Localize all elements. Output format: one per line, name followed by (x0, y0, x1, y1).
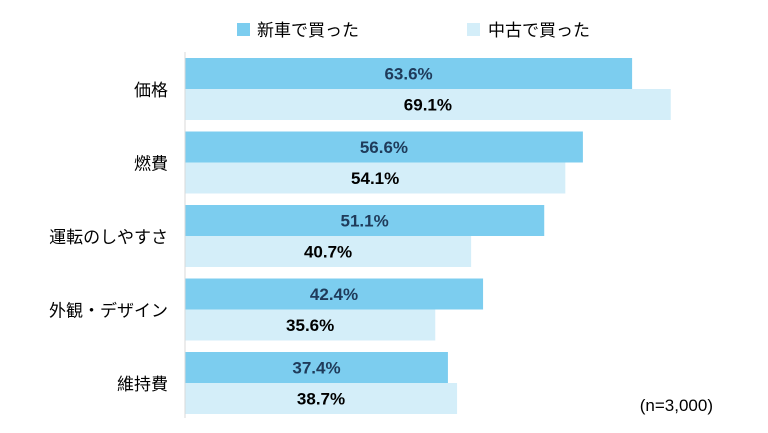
data-label: 63.6% (384, 65, 432, 84)
category-label: 維持費 (117, 375, 168, 395)
data-label: 35.6% (286, 316, 334, 335)
bar-used-car (185, 162, 566, 194)
bar-new-car (185, 131, 583, 163)
legend: 新車で買った 中古で買った (237, 21, 590, 41)
bar-new-car (185, 352, 448, 383)
data-label: 69.1% (404, 96, 452, 115)
data-label: 38.7% (297, 390, 345, 409)
data-label: 54.1% (351, 169, 399, 188)
data-label: 51.1% (341, 212, 389, 231)
bar-new-car (185, 205, 545, 236)
category-label: 燃費 (134, 155, 168, 175)
bar-used-car (185, 89, 671, 120)
sample-size-note: (n=3,000) (640, 396, 713, 415)
legend-swatch-used (467, 23, 480, 36)
category-label: 運転のしやすさ (49, 228, 168, 248)
bar-used-car (185, 309, 436, 341)
legend-label-new: 新車で買った (257, 21, 359, 41)
bar-new-car (185, 278, 484, 310)
bar-used-car (185, 383, 458, 414)
plot-area: 価格 63.6% 69.1% 燃費 56.6% 54.1% 運転のしやすさ 51.1% 40.7… (49, 58, 671, 414)
legend-label-used: 中古で買った (488, 21, 590, 41)
category-label: 外観・デザイン (49, 301, 168, 322)
data-label: 56.6% (360, 138, 408, 157)
bar-new-car (185, 58, 633, 89)
data-label: 42.4% (310, 285, 358, 304)
data-label: 40.7% (304, 243, 352, 262)
category-label: 価格 (134, 81, 168, 101)
bar-used-car (185, 236, 472, 267)
data-label: 37.4% (292, 359, 340, 378)
legend-swatch-new (237, 23, 250, 36)
